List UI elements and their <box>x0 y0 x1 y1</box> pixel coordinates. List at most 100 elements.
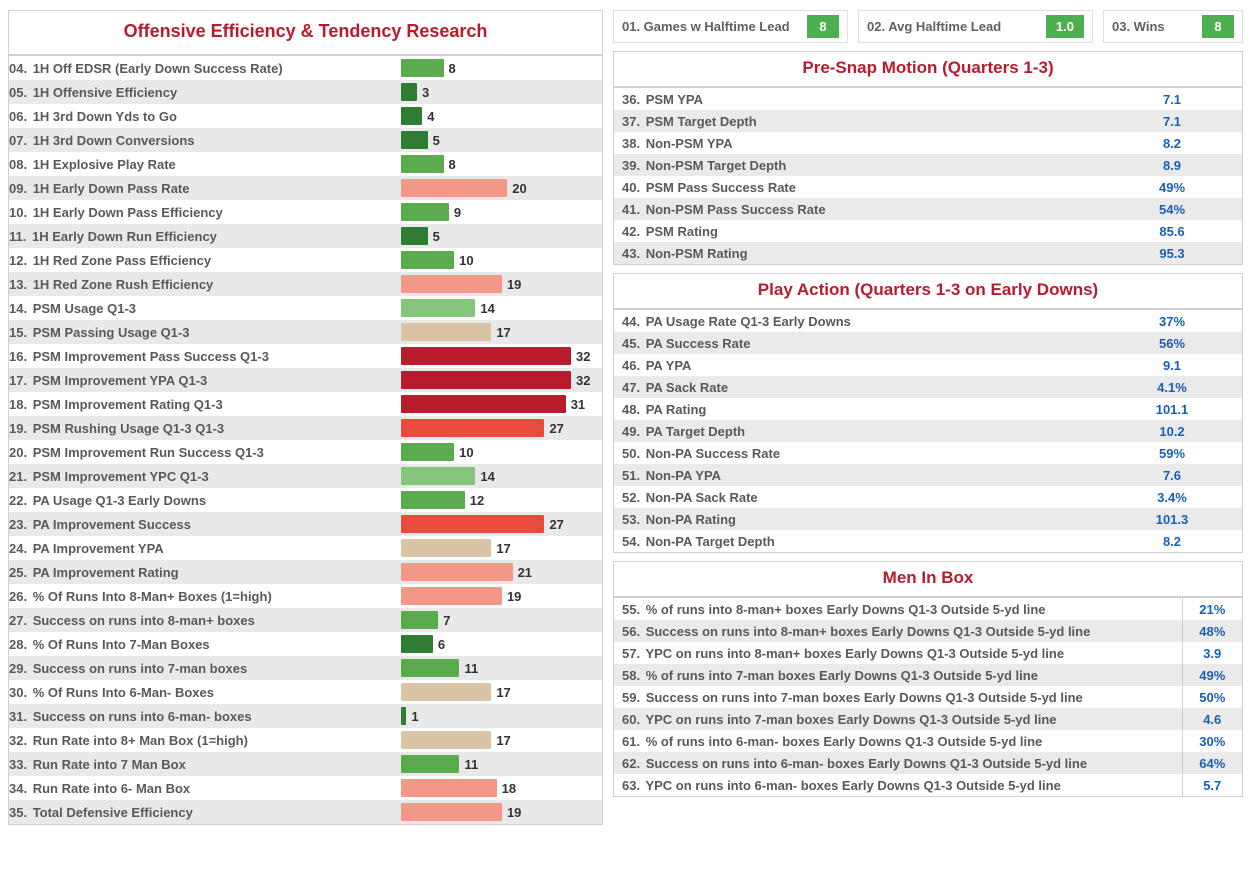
bar-cell: 20 <box>401 176 602 200</box>
bar-label: 25. PA Improvement Rating <box>9 560 401 584</box>
bar-fill <box>401 107 422 125</box>
bar-label: 22. PA Usage Q1-3 Early Downs <box>9 488 401 512</box>
bar-cell: 21 <box>401 560 602 584</box>
bar-row: 07. 1H 3rd Down Conversions5 <box>9 128 602 152</box>
bar-label: 26. % Of Runs Into 8-Man+ Boxes (1=high) <box>9 584 401 608</box>
bar-value: 1 <box>406 704 418 728</box>
bar-row: 35. Total Defensive Efficiency19 <box>9 800 602 824</box>
bar-cell: 27 <box>401 416 602 440</box>
mib-table: 55. % of runs into 8-man+ boxes Early Do… <box>614 598 1242 796</box>
bar-fill <box>401 155 444 173</box>
bar-fill <box>401 563 513 581</box>
bar-fill <box>401 347 571 365</box>
bar-label: 35. Total Defensive Efficiency <box>9 800 401 824</box>
kv-value: 50% <box>1182 686 1242 708</box>
kv-row: 50. Non-PA Success Rate59% <box>614 442 1242 464</box>
bar-value: 31 <box>566 392 585 416</box>
kv-label: 43. Non-PSM Rating <box>614 242 1102 264</box>
bar-cell: 12 <box>401 488 602 512</box>
bar-fill <box>401 59 444 77</box>
bar-row: 33. Run Rate into 7 Man Box11 <box>9 752 602 776</box>
bar-fill <box>401 299 475 317</box>
bar-cell: 6 <box>401 632 602 656</box>
kv-row: 59. Success on runs into 7-man boxes Ear… <box>614 686 1242 708</box>
bar-cell: 32 <box>401 344 602 368</box>
bar-value: 17 <box>491 680 510 704</box>
summary-item: 03. Wins8 <box>1103 10 1243 43</box>
bar-cell: 4 <box>401 104 602 128</box>
kv-row: 58. % of runs into 7-man boxes Early Dow… <box>614 664 1242 686</box>
bar-row: 23. PA Improvement Success27 <box>9 512 602 536</box>
kv-value: 21% <box>1182 598 1242 620</box>
kv-row: 36. PSM YPA7.1 <box>614 88 1242 110</box>
kv-row: 44. PA Usage Rate Q1-3 Early Downs37% <box>614 310 1242 332</box>
bar-cell: 14 <box>401 464 602 488</box>
summary-label: 02. Avg Halftime Lead <box>867 19 1001 34</box>
bar-fill <box>401 635 433 653</box>
bar-fill <box>401 83 417 101</box>
bar-fill <box>401 179 507 197</box>
kv-value: 4.1% <box>1102 376 1242 398</box>
bar-cell: 14 <box>401 296 602 320</box>
bar-cell: 17 <box>401 536 602 560</box>
kv-value: 95.3 <box>1102 242 1242 264</box>
bar-label: 06. 1H 3rd Down Yds to Go <box>9 104 401 128</box>
bar-label: 31. Success on runs into 6-man- boxes <box>9 704 401 728</box>
kv-label: 55. % of runs into 8-man+ boxes Early Do… <box>614 598 1182 620</box>
bar-fill <box>401 731 491 749</box>
kv-row: 45. PA Success Rate56% <box>614 332 1242 354</box>
kv-value: 3.9 <box>1182 642 1242 664</box>
kv-row: 62. Success on runs into 6-man- boxes Ea… <box>614 752 1242 774</box>
kv-value: 101.1 <box>1102 398 1242 420</box>
bar-fill <box>401 443 454 461</box>
kv-row: 40. PSM Pass Success Rate49% <box>614 176 1242 198</box>
summary-item: 01. Games w Halftime Lead8 <box>613 10 848 43</box>
bar-fill <box>401 395 566 413</box>
kv-label: 62. Success on runs into 6-man- boxes Ea… <box>614 752 1182 774</box>
bar-cell: 17 <box>401 728 602 752</box>
bar-label: 17. PSM Improvement YPA Q1-3 <box>9 368 401 392</box>
kv-value: 64% <box>1182 752 1242 774</box>
kv-value: 7.6 <box>1102 464 1242 486</box>
kv-label: 39. Non-PSM Target Depth <box>614 154 1102 176</box>
bar-label: 10. 1H Early Down Pass Efficiency <box>9 200 401 224</box>
bar-fill <box>401 755 459 773</box>
kv-row: 43. Non-PSM Rating95.3 <box>614 242 1242 264</box>
kv-row: 47. PA Sack Rate4.1% <box>614 376 1242 398</box>
kv-label: 61. % of runs into 6-man- boxes Early Do… <box>614 730 1182 752</box>
bar-row: 22. PA Usage Q1-3 Early Downs12 <box>9 488 602 512</box>
bar-fill <box>401 779 497 797</box>
bar-row: 28. % Of Runs Into 7-Man Boxes6 <box>9 632 602 656</box>
bar-fill <box>401 659 459 677</box>
playaction-title: Play Action (Quarters 1-3 on Early Downs… <box>613 273 1243 309</box>
summary-badge: 8 <box>1202 15 1234 38</box>
bar-cell: 17 <box>401 680 602 704</box>
bar-label: 09. 1H Early Down Pass Rate <box>9 176 401 200</box>
bar-fill <box>401 683 491 701</box>
bar-cell: 1 <box>401 704 602 728</box>
kv-row: 48. PA Rating101.1 <box>614 398 1242 420</box>
main-title: Offensive Efficiency & Tendency Research <box>8 10 603 55</box>
kv-value: 49% <box>1102 176 1242 198</box>
summary-item: 02. Avg Halftime Lead1.0 <box>858 10 1093 43</box>
bar-value: 6 <box>433 632 445 656</box>
bar-row: 04. 1H Off EDSR (Early Down Success Rate… <box>9 56 602 80</box>
playaction-table: 44. PA Usage Rate Q1-3 Early Downs37%45.… <box>614 310 1242 552</box>
kv-row: 39. Non-PSM Target Depth8.9 <box>614 154 1242 176</box>
kv-label: 36. PSM YPA <box>614 88 1102 110</box>
kv-value: 8.9 <box>1102 154 1242 176</box>
bar-cell: 5 <box>401 224 602 248</box>
kv-row: 56. Success on runs into 8-man+ boxes Ea… <box>614 620 1242 642</box>
bar-cell: 19 <box>401 800 602 824</box>
kv-value: 101.3 <box>1102 508 1242 530</box>
efficiency-bar-table: 04. 1H Off EDSR (Early Down Success Rate… <box>9 56 602 824</box>
bar-cell: 31 <box>401 392 602 416</box>
bar-cell: 32 <box>401 368 602 392</box>
kv-label: 48. PA Rating <box>614 398 1102 420</box>
bar-row: 14. PSM Usage Q1-314 <box>9 296 602 320</box>
bar-value: 17 <box>491 320 510 344</box>
kv-label: 45. PA Success Rate <box>614 332 1102 354</box>
kv-row: 37. PSM Target Depth7.1 <box>614 110 1242 132</box>
bar-fill <box>401 371 571 389</box>
bar-row: 15. PSM Passing Usage Q1-317 <box>9 320 602 344</box>
